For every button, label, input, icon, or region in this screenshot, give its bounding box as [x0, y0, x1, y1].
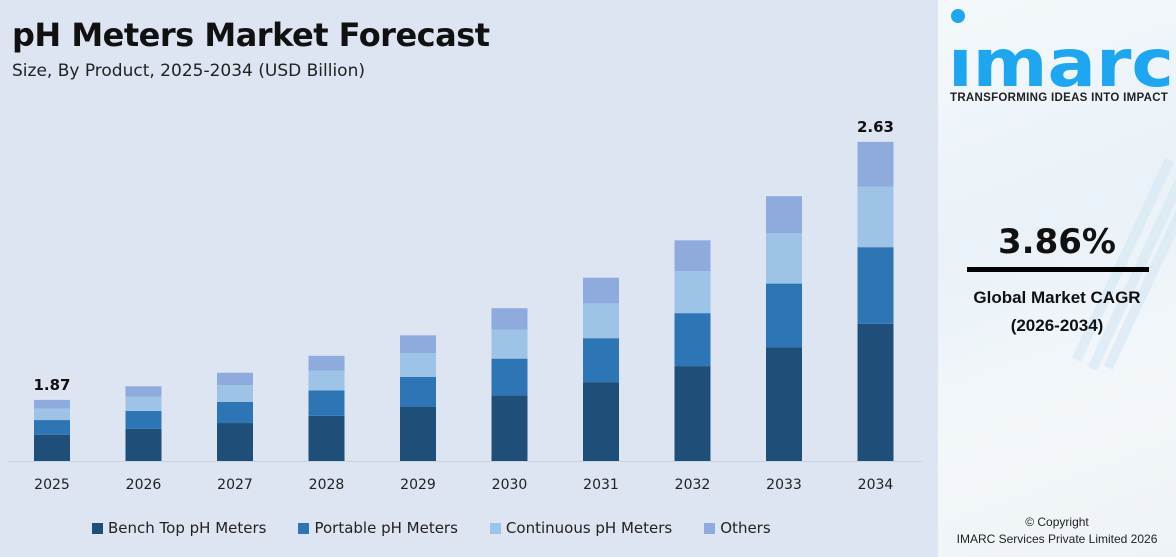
- x-tick-label: 2034: [858, 477, 894, 493]
- bar-segment-2032-2: [674, 271, 711, 314]
- copyright: © Copyright IMARC Services Private Limit…: [938, 514, 1176, 548]
- data-label: 1.87: [33, 376, 70, 394]
- bar-segment-2031-0: [583, 382, 619, 461]
- bar-segment-2025-2: [34, 408, 70, 421]
- legend-item: Bench Top pH Meters: [92, 519, 266, 537]
- stacked-bar-chart: 2025 1.87 2026 2027 2028 2029 2030 2031 2032 2033…: [8, 118, 922, 493]
- cagr-label-text: Global Market CAGR: [973, 288, 1141, 307]
- legend-label: Portable pH Meters: [314, 519, 458, 537]
- divider: [967, 267, 1149, 272]
- bar-segment-2027-1: [217, 401, 253, 424]
- x-tick-label: 2026: [126, 477, 162, 493]
- legend: Bench Top pH Meters Portable pH Meters Con…: [92, 519, 771, 537]
- imarc-logo: ımarc: [950, 9, 1174, 93]
- legend-label: Continuous pH Meters: [505, 519, 673, 537]
- copyright-line2: IMARC Services Private Limited 2026: [956, 532, 1158, 546]
- bar-segment-2028-1: [308, 390, 345, 416]
- bar-segment-2030-2: [491, 329, 528, 359]
- bar-segment-2025-1: [34, 420, 70, 435]
- svg-text:ımarc: ımarc: [950, 25, 1174, 93]
- bar-segment-2033-2: [766, 233, 802, 284]
- chart-title: pH Meters Market Forecast: [12, 16, 490, 54]
- legend-label: Bench Top pH Meters: [108, 519, 267, 537]
- bar-segment-2026-1: [125, 410, 162, 429]
- bar-segment-2028-0: [308, 415, 345, 461]
- cagr-period: (2026-2034): [1010, 316, 1104, 335]
- copyright-line1: © Copyright: [1025, 515, 1089, 529]
- bar-segment-2029-0: [400, 406, 436, 461]
- info-panel: ımarc TRANSFORMING IDEAS INTO IMPACT 3.8…: [938, 0, 1176, 557]
- bar-segment-2026-0: [125, 428, 162, 461]
- bar-segment-2034-1: [857, 247, 894, 324]
- cagr-label: Global Market CAGR (2026-2034): [938, 284, 1176, 340]
- bar-segment-2031-1: [583, 338, 619, 383]
- x-tick-label: 2032: [675, 477, 711, 493]
- chart-subtitle: Size, By Product, 2025-2034 (USD Billion…: [12, 61, 365, 81]
- bar-segment-2028-2: [308, 370, 345, 391]
- bar-segment-2034-2: [857, 186, 894, 248]
- bar-segment-2033-0: [766, 347, 802, 461]
- bar-segment-2030-3: [491, 308, 528, 330]
- x-tick-label: 2031: [583, 477, 619, 493]
- bar-segment-2032-0: [674, 366, 711, 461]
- bar-segment-2029-1: [400, 376, 436, 407]
- bar-segment-2028-3: [308, 355, 345, 371]
- bar-segment-2030-1: [491, 358, 528, 396]
- x-tick-label: 2033: [766, 477, 802, 493]
- bar-segment-2032-1: [674, 313, 711, 367]
- bar-segment-2027-3: [217, 372, 253, 386]
- bar-segment-2033-1: [766, 283, 802, 348]
- bar-segment-2029-3: [400, 335, 436, 353]
- legend-item: Portable pH Meters: [298, 519, 458, 537]
- x-tick-label: 2028: [309, 477, 345, 493]
- bar-segment-2034-3: [857, 141, 894, 187]
- data-label: 2.63: [857, 118, 894, 136]
- legend-swatch: [704, 522, 716, 534]
- bar-segment-2031-3: [583, 277, 619, 304]
- bar-segment-2034-0: [857, 323, 894, 461]
- cagr-value: 3.86%: [998, 222, 1116, 262]
- legend-item: Continuous pH Meters: [489, 519, 673, 537]
- bar-segment-2027-2: [217, 385, 253, 402]
- legend-label: Others: [720, 519, 771, 537]
- bar-segment-2025-3: [34, 399, 70, 409]
- x-tick-label: 2030: [492, 477, 528, 493]
- bar-segment-2029-2: [400, 352, 436, 377]
- legend-swatch: [298, 522, 310, 534]
- bar-segment-2027-0: [217, 423, 253, 461]
- chart-panel: pH Meters Market Forecast Size, By Produ…: [8, 16, 922, 537]
- legend-swatch: [92, 522, 103, 534]
- brand-tagline: TRANSFORMING IDEAS INTO IMPACT: [950, 92, 1169, 104]
- bar-segment-2026-3: [125, 386, 162, 397]
- bar-segment-2025-0: [34, 434, 70, 461]
- legend-item: Others: [704, 519, 771, 537]
- x-tick-label: 2025: [34, 477, 70, 493]
- bar-segment-2031-2: [583, 303, 619, 339]
- bar-segment-2033-3: [766, 196, 802, 234]
- x-tick-label: 2027: [217, 477, 253, 493]
- legend-swatch: [489, 522, 501, 534]
- x-tick-label: 2029: [400, 477, 436, 493]
- bar-segment-2030-0: [491, 395, 528, 461]
- bar-segment-2032-3: [674, 240, 711, 272]
- bar-segment-2026-2: [125, 396, 162, 411]
